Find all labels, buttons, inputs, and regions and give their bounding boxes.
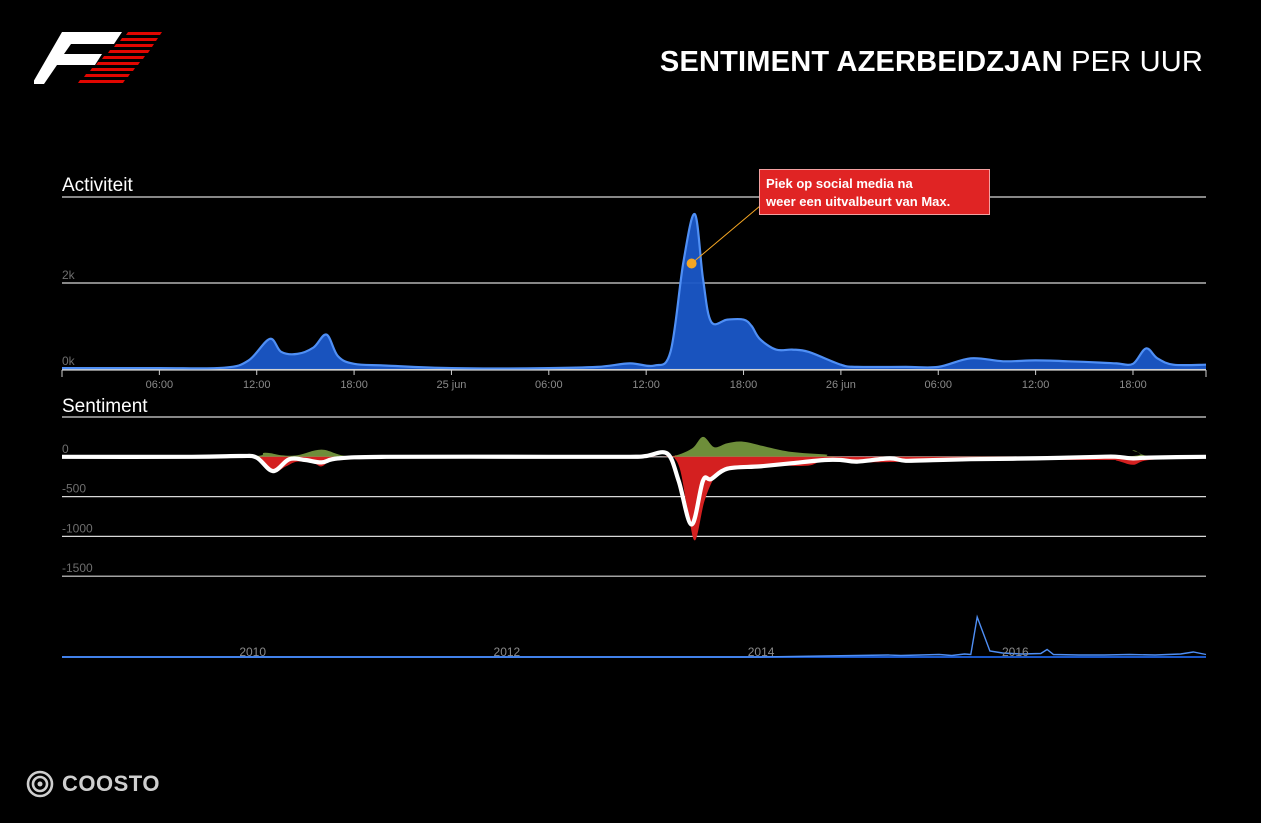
sentiment-y-tick: -1500 xyxy=(62,561,93,575)
annotation-line-1: Piek op social media na xyxy=(766,176,913,191)
title-main: SENTIMENT AZERBEIDZJAN xyxy=(659,46,1063,78)
brush-x-tick: 2016 xyxy=(1002,645,1029,659)
activity-x-tick: 18:00 xyxy=(340,379,368,391)
sentiment-title: Sentiment xyxy=(62,396,148,417)
activity-title: Activiteit xyxy=(62,175,133,196)
activity-x-tick: 06:00 xyxy=(146,379,174,391)
brush-x-tick: 2014 xyxy=(748,645,775,659)
activity-area xyxy=(62,213,1206,369)
annotation-dot xyxy=(686,258,697,269)
activity-panel: Activiteit 0k 2k 06:00 12:00 18:00 25 jun 06:00… xyxy=(61,175,1207,391)
sentiment-net-line xyxy=(61,450,1207,527)
overview-brush[interactable]: 2010 2012 2014 2016 xyxy=(62,614,1207,659)
page-title: SENTIMENT AZERBEIDZJAN PER UUR xyxy=(660,46,1203,79)
sentiment-y-tick: -500 xyxy=(62,482,86,496)
activity-x-tick: 06:00 xyxy=(535,379,563,391)
coosto-icon xyxy=(26,770,54,798)
sentiment-panel: Sentiment 0 -500 -1000 -1500 xyxy=(61,396,1207,577)
activity-y-tick: 0k xyxy=(62,354,76,368)
activity-line xyxy=(61,213,1207,370)
annotation-pointer xyxy=(691,205,761,264)
activity-x-tick: 26 jun xyxy=(826,379,856,391)
brush-x-tick: 2012 xyxy=(494,645,521,659)
sentiment-negative-area xyxy=(62,455,1206,541)
activity-x-tick: 06:00 xyxy=(924,379,952,391)
activity-x-tick: 12:00 xyxy=(632,379,660,391)
brush-x-tick: 2010 xyxy=(239,645,266,659)
title-sub: PER UUR xyxy=(1071,46,1203,78)
activity-x-tick: 12:00 xyxy=(243,379,271,391)
activity-y-tick: 2k xyxy=(62,268,76,282)
activity-x-tick: 18:00 xyxy=(1119,379,1147,391)
footer-brand: COOSTO xyxy=(26,770,160,798)
activity-x-tick: 25 jun xyxy=(436,379,466,391)
brush-activity-line xyxy=(62,614,1207,658)
sentiment-y-tick: -1000 xyxy=(62,521,93,535)
peak-annotation: Piek op social media na weer een uitvalb… xyxy=(759,169,990,215)
f1-logo xyxy=(34,32,162,84)
footer-brand-text: COOSTO xyxy=(62,771,160,796)
sentiment-y-tick: 0 xyxy=(62,442,69,456)
activity-x-tick: 12:00 xyxy=(1022,379,1050,391)
activity-x-tick: 18:00 xyxy=(730,379,758,391)
annotation-line-2: weer een uitvalbeurt van Max. xyxy=(766,194,951,209)
